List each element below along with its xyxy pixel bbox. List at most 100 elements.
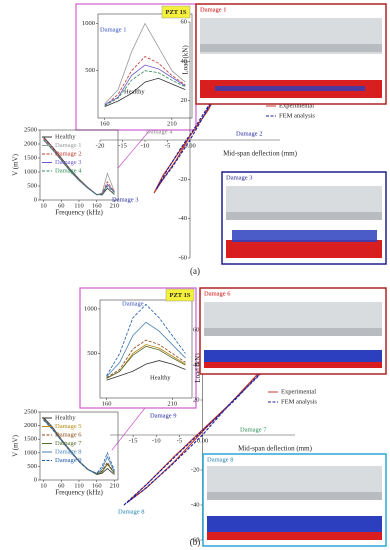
y-tick-label: 1000 — [24, 449, 37, 456]
y-tick-label: -60 — [178, 254, 187, 261]
series-line — [106, 360, 186, 381]
plot-frame — [97, 13, 193, 119]
zoom-line — [111, 407, 146, 451]
y-tick-label: -40 — [178, 215, 187, 222]
y-tick-label: 60 — [193, 326, 200, 333]
x-tick-label: 210 — [167, 120, 177, 127]
legend-label: Damage 4 — [55, 167, 82, 174]
zoom-line — [117, 129, 151, 169]
x-tick-label: 160 — [92, 482, 102, 489]
photo: Damage 8 — [202, 453, 387, 547]
series-line — [104, 64, 186, 106]
x-axis-label: Frequency (kHz) — [55, 209, 103, 217]
series-line — [106, 321, 186, 377]
x-tick-label: 60 — [58, 202, 65, 209]
photo: Damage 3 — [221, 171, 387, 265]
y-tick-label: 500 — [27, 182, 37, 189]
sensor-label: PZT 1S — [169, 292, 190, 299]
y-tick-label: -40 — [191, 501, 200, 508]
y-tick-label: 500 — [27, 463, 37, 470]
x-tick-label: 10 — [40, 202, 47, 209]
sensor-tag — [165, 288, 195, 302]
legend-label: Damage 9 — [55, 457, 82, 464]
x-tick-label: 110 — [74, 482, 84, 489]
series-line — [106, 339, 186, 378]
y-axis-label: Load (kN) — [182, 45, 190, 75]
y-tick-label: 40 — [193, 361, 200, 368]
series-line — [43, 419, 115, 474]
y-tick-label: 0 — [34, 196, 37, 203]
legend-label: Damage 3 — [55, 159, 82, 166]
annotation: Damage 8 — [118, 508, 145, 515]
series-line — [43, 139, 115, 196]
series-line — [106, 344, 186, 379]
x-tick-label: 160 — [92, 202, 102, 209]
sensor-label: PZT 1S — [165, 9, 186, 16]
series-line — [106, 345, 186, 379]
x-axis-label: Frequency (kHz) — [55, 489, 103, 497]
photo-label: Damage 3 — [226, 174, 253, 181]
annotation: Healthy — [150, 374, 171, 381]
plot-frame — [99, 299, 193, 399]
x-tick-label: -15 — [118, 142, 127, 149]
y-tick-label: 0 — [34, 476, 37, 483]
x-tick-label: 10 — [40, 482, 47, 489]
x-axis-label: Mid-span deflection (mm) — [238, 445, 313, 453]
y-axis-label: V (mV) — [12, 434, 20, 457]
annotation: Damage 1 — [100, 26, 127, 33]
photo: Damage 1 — [195, 3, 387, 105]
panel-label: (b) — [190, 537, 201, 547]
x-axis-label: Mid-span deflection (mm) — [223, 150, 298, 158]
x-tick-label: -15 — [129, 437, 138, 444]
y-tick-label: 2000 — [24, 140, 37, 147]
annotation: Damage 7 — [240, 426, 267, 433]
y-tick-label: 500 — [87, 350, 97, 357]
y-tick-label: 60 — [181, 18, 188, 25]
y-tick-label: 1500 — [24, 154, 37, 161]
legend-label: Experimental — [279, 102, 314, 109]
y-tick-label: 40 — [181, 58, 188, 65]
sensor-tag — [161, 5, 191, 19]
x-tick-label: -10 — [152, 437, 161, 444]
legend-label: Damage 7 — [55, 440, 82, 447]
photo-label: Damage 6 — [204, 290, 231, 297]
y-tick-label: 1000 — [84, 305, 97, 312]
x-tick-label: 210 — [110, 482, 120, 489]
annotation: Healthy — [124, 88, 145, 95]
x-tick-label: 210 — [110, 202, 120, 209]
x-tick-label: 160 — [100, 120, 110, 127]
inset-frame — [79, 287, 197, 409]
series-line — [104, 70, 186, 107]
y-tick-label: 20 — [193, 396, 200, 403]
x-tick-label: 160 — [102, 400, 112, 407]
series-line — [104, 56, 186, 107]
legend-label: Damage 6 — [55, 431, 82, 438]
y-tick-label: 1000 — [24, 168, 37, 175]
x-tick-label: 60 — [58, 482, 65, 489]
legend-label: Experimental — [281, 388, 316, 395]
legend-label: Damage 1 — [55, 142, 82, 149]
x-tick-label: -5 — [165, 142, 170, 149]
legend-label: FEM analysis — [279, 112, 315, 119]
legend-label: Damage 5 — [55, 423, 82, 430]
y-axis-label: Load (kN) — [194, 353, 202, 383]
series-line — [43, 136, 115, 196]
photo-label: Damage 8 — [207, 456, 234, 463]
y-tick-label: 2500 — [24, 408, 37, 415]
annotation: Damage 4 — [146, 128, 173, 135]
annotation: Damage 2 — [236, 130, 263, 137]
photo: Damage 6 — [199, 287, 387, 375]
x-tick-label: 0.00 — [197, 437, 208, 444]
annotation: Damage — [122, 300, 144, 307]
legend-label: FEM analysis — [281, 398, 317, 405]
legend-label: Healthy — [55, 133, 76, 140]
photo-label: Damage 1 — [200, 6, 227, 13]
y-tick-label: 1000 — [82, 20, 95, 27]
y-tick-label: -60 — [191, 536, 200, 543]
annotation: Damage 3 — [112, 196, 139, 203]
x-tick-label: 210 — [167, 400, 177, 407]
x-tick-label: -10 — [141, 142, 150, 149]
